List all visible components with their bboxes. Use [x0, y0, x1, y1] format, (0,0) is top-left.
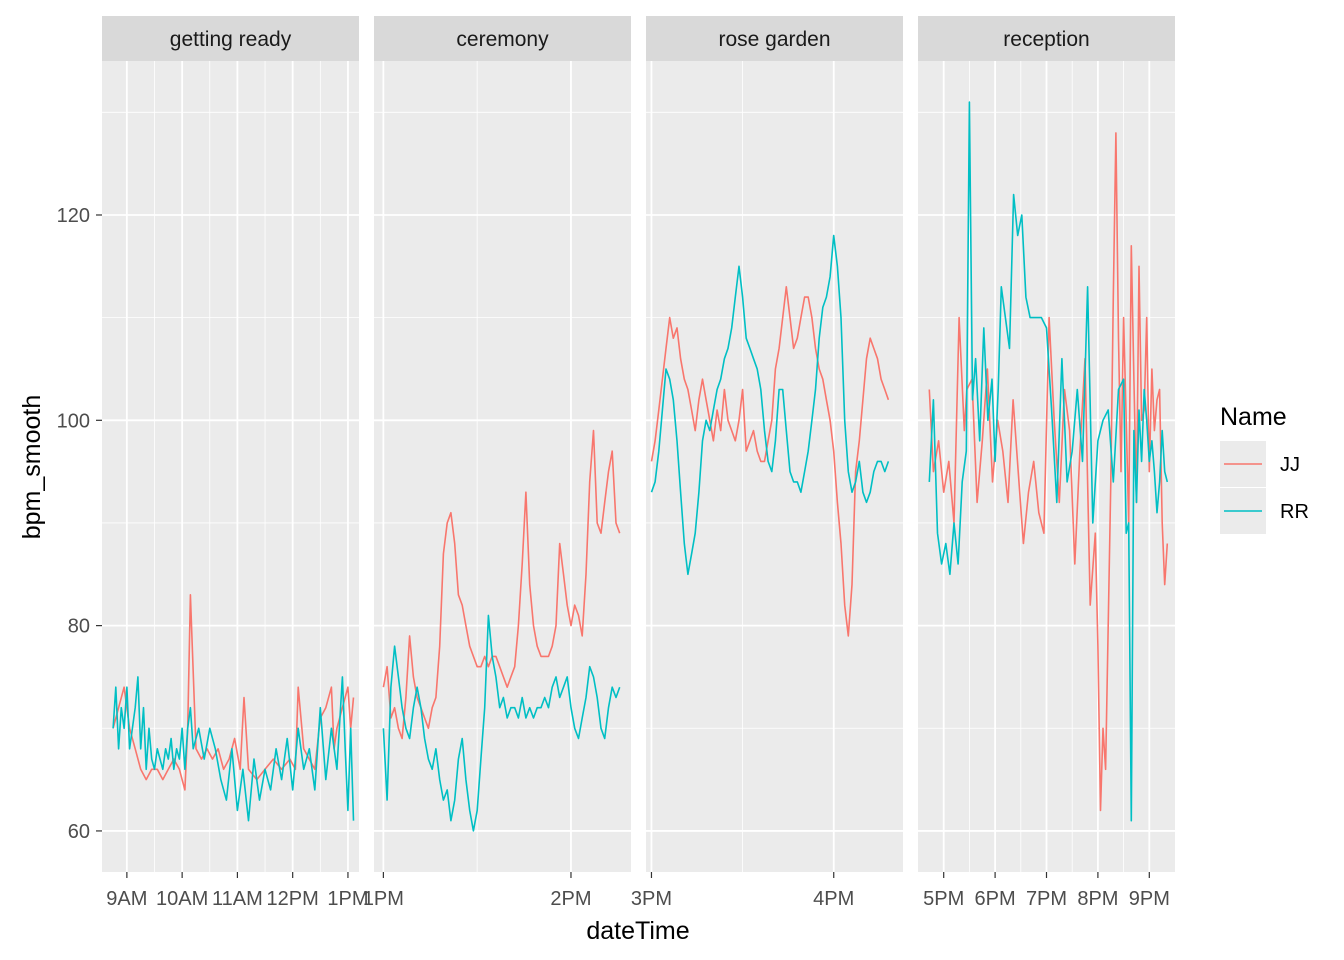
x-tick-label: 10AM: [156, 888, 208, 910]
panel-rose-garden: rose garden 3PM 4PM: [631, 16, 903, 910]
panel-ceremony: ceremony 1PM 2PM: [363, 16, 631, 910]
panel-reception: reception 5PM 6PM 7PM 8PM 9PM: [918, 16, 1175, 910]
x-tick-label: 11AM: [212, 888, 263, 910]
series-line-jj-getting-ready: [112, 594, 355, 791]
series-line-rr-ceremony: [382, 614, 621, 832]
panel-getting-ready: getting ready 9AM 10AM 11AM 12PM 1PM: [102, 16, 369, 910]
y-tick-label: 120: [57, 205, 90, 227]
strip-label-ceremony: ceremony: [456, 28, 549, 51]
x-tick-label: 12PM: [267, 888, 319, 910]
series-line-rr-reception: [928, 101, 1169, 822]
strip-label-getting-ready: getting ready: [170, 28, 292, 51]
y-tick-label: 60: [68, 821, 90, 843]
x-tick-label: 5PM: [923, 888, 964, 910]
plot-area-rose-garden: [646, 61, 903, 872]
strip-label-reception: reception: [1003, 28, 1089, 51]
y-tick-label: 80: [68, 616, 90, 638]
y-axis-title: bpm_smooth: [18, 395, 46, 540]
x-tick-label: 9AM: [106, 888, 147, 910]
strip-reception: [918, 16, 1175, 61]
series-line-jj-reception: [928, 132, 1169, 812]
series-line-rr-getting-ready: [112, 676, 355, 822]
series-line-jj-rose-garden: [650, 286, 890, 637]
strip-label-rose-garden: rose garden: [718, 28, 830, 51]
x-tick-label: 3PM: [631, 888, 672, 910]
strip-rose-garden: [646, 16, 903, 61]
legend-title: Name: [1220, 403, 1287, 431]
plot-area-ceremony: [374, 61, 631, 872]
strip-getting-ready: [102, 16, 359, 61]
x-axis-title: dateTime: [586, 917, 689, 945]
x-tick-label: 4PM: [813, 888, 854, 910]
y-axis: 60 80 100 120: [57, 205, 102, 843]
strip-ceremony: [374, 16, 631, 61]
x-tick-label: 8PM: [1077, 888, 1118, 910]
x-tick-label: 9PM: [1129, 888, 1170, 910]
x-tick-label: 1PM: [363, 888, 404, 910]
x-tick-label: 1PM: [327, 888, 368, 910]
series-line-jj-ceremony: [382, 429, 621, 740]
y-tick-label: 100: [57, 410, 90, 432]
x-tick-label: 2PM: [550, 888, 591, 910]
legend-label-jj: JJ: [1280, 454, 1300, 476]
x-tick-label: 6PM: [975, 888, 1016, 910]
x-tick-label: 7PM: [1026, 888, 1067, 910]
facet-panels: getting ready 9AM 10AM 11AM 12PM 1PM ceremony 1…: [102, 16, 1175, 910]
legend: Name JJ RR: [1220, 403, 1309, 534]
legend-label-rr: RR: [1280, 501, 1309, 523]
series-line-rr-rose-garden: [650, 234, 890, 576]
